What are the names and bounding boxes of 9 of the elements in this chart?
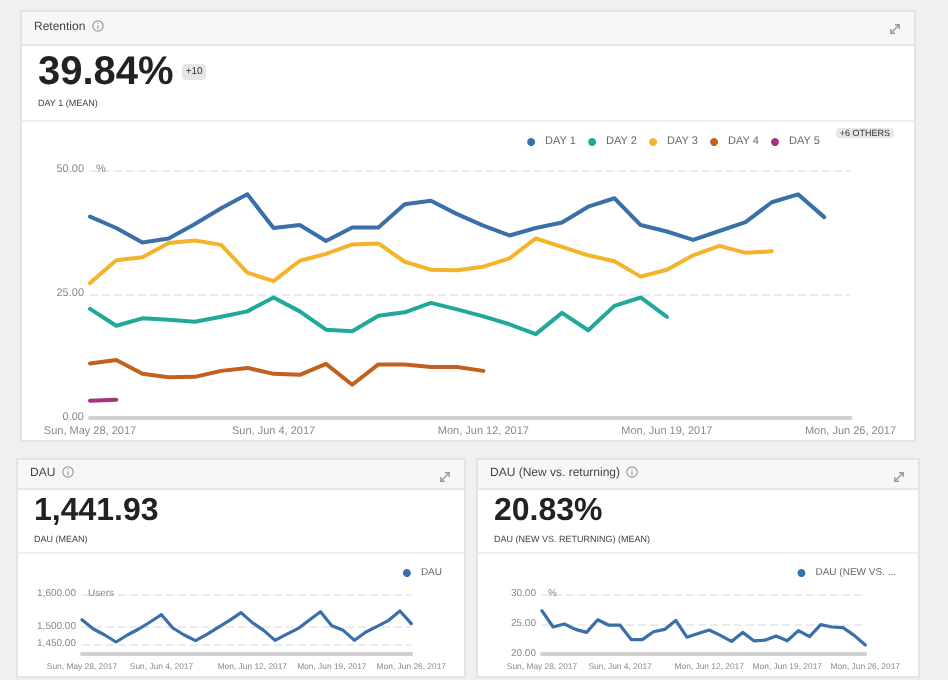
text: 20.83% — [494, 494, 603, 530]
line-series — [88, 192, 827, 245]
text: 1,441.93 — [34, 494, 159, 530]
line-series — [80, 609, 413, 644]
line-series — [88, 236, 774, 286]
line-series — [88, 295, 669, 337]
line-series — [88, 357, 486, 387]
text: 39.84% — [38, 49, 174, 95]
line-series — [540, 609, 867, 647]
